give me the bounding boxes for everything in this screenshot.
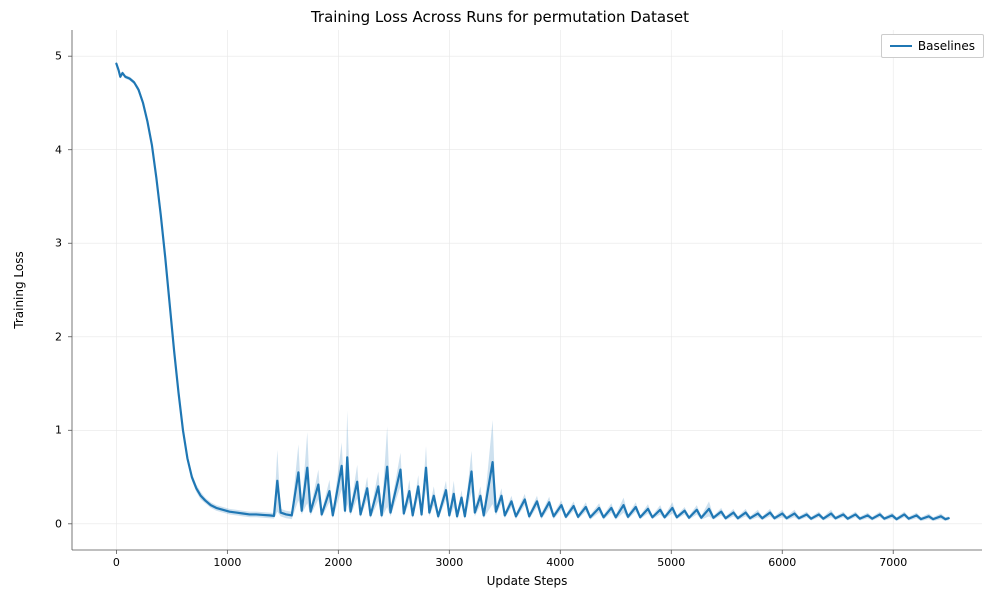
y-tick-label: 0	[55, 517, 62, 530]
x-tick-label: 5000	[657, 556, 685, 569]
y-tick-label: 4	[55, 143, 62, 156]
x-tick-label: 6000	[768, 556, 796, 569]
y-tick-label: 1	[55, 424, 62, 437]
x-tick-label: 2000	[324, 556, 352, 569]
plot-area	[72, 30, 982, 550]
figure: Training Loss Across Runs for permutatio…	[0, 0, 1000, 600]
x-tick-label: 3000	[435, 556, 463, 569]
x-tick-label: 0	[113, 556, 120, 569]
x-tick-label: 7000	[879, 556, 907, 569]
series-line	[116, 64, 948, 519]
legend-label: Baselines	[918, 39, 975, 53]
y-tick-label: 2	[55, 330, 62, 343]
legend-item: Baselines	[890, 39, 975, 53]
y-tick-label: 3	[55, 237, 62, 250]
y-axis-label: Training Loss	[12, 251, 26, 328]
x-tick-label: 4000	[546, 556, 574, 569]
y-tick-label: 5	[55, 50, 62, 63]
confidence-band	[116, 62, 948, 521]
plot-svg	[72, 30, 982, 550]
legend: Baselines	[881, 34, 984, 58]
x-axis-label: Update Steps	[487, 574, 568, 588]
x-tick-label: 1000	[213, 556, 241, 569]
legend-swatch	[890, 45, 912, 47]
chart-title: Training Loss Across Runs for permutatio…	[0, 8, 1000, 26]
